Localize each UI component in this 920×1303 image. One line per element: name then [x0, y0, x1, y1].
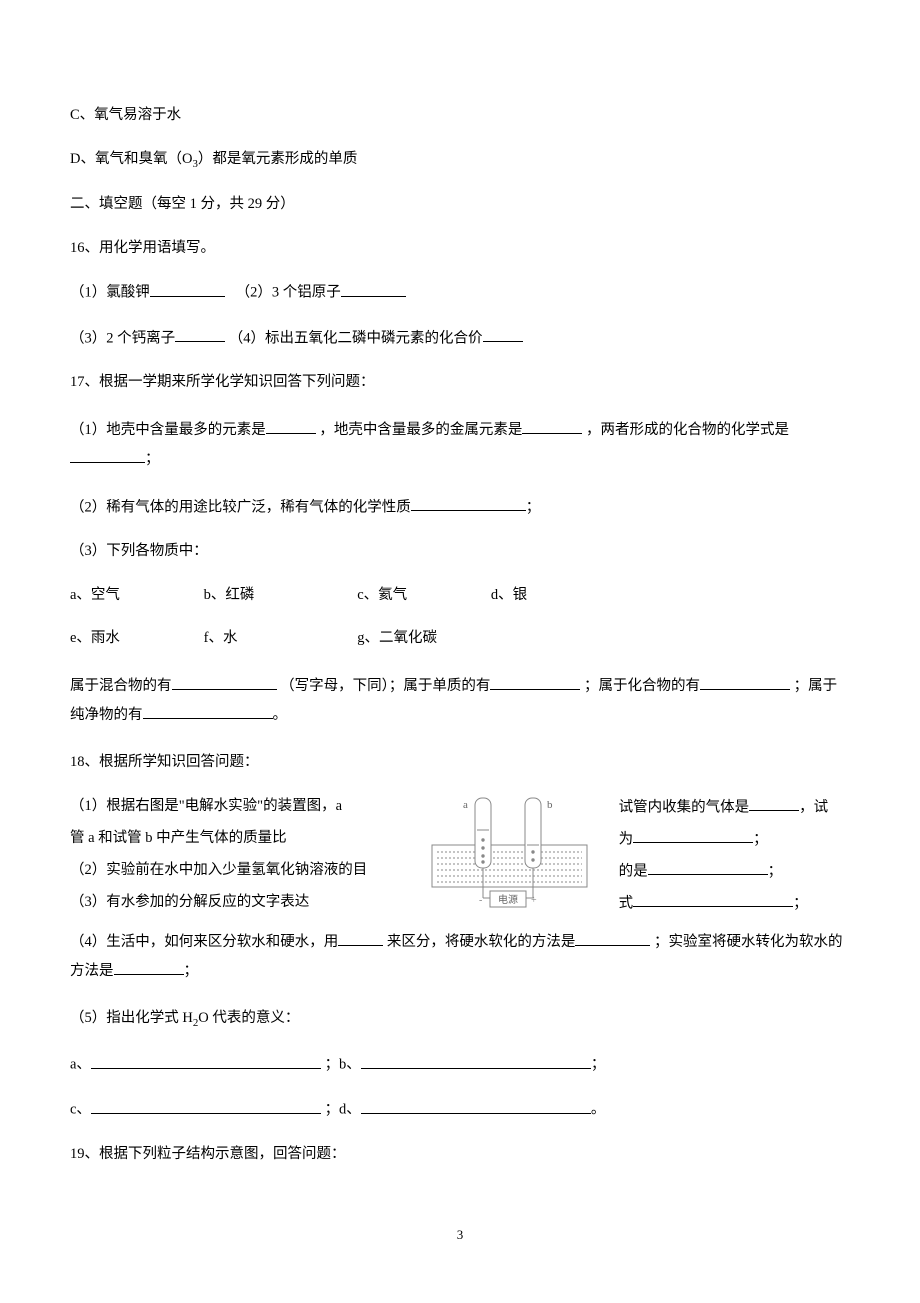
q17-options-row1: a、空气 b、红磷 c、氦气 d、银: [70, 585, 850, 607]
blank[interactable]: [172, 675, 277, 691]
svg-text:电源: 电源: [498, 893, 518, 906]
blank[interactable]: [114, 959, 184, 975]
blank[interactable]: [91, 1053, 321, 1069]
opt-f: f、水: [204, 628, 354, 650]
q18-1-right: 试管内收集的气体是，试: [619, 796, 839, 819]
blank[interactable]: [749, 796, 799, 812]
blank[interactable]: [266, 418, 316, 434]
svg-text:+: +: [531, 895, 537, 906]
blank[interactable]: [522, 418, 582, 434]
svg-text:b: b: [547, 799, 553, 811]
blank[interactable]: [411, 496, 526, 512]
opt-g: g、二氧化碳: [357, 628, 487, 650]
q19-stem: 19、根据下列粒子结构示意图，回答问题：: [70, 1144, 850, 1166]
blank[interactable]: [648, 860, 768, 876]
blank[interactable]: [175, 327, 225, 343]
opt-e: e、雨水: [70, 628, 200, 650]
opt-c: c、氦气: [357, 585, 487, 607]
q15-option-d: D、氧气和臭氧（O3）都是氧元素形成的单质: [70, 149, 850, 172]
blank[interactable]: [361, 1098, 591, 1114]
q18-2-left: （2）实验前在水中加入少量氢氧化钠溶液的目: [70, 860, 405, 882]
opt-a: a、空气: [70, 585, 200, 607]
q17-part-2: （2）稀有气体的用途比较广泛，稀有气体的化学性质；: [70, 496, 850, 519]
blank[interactable]: [91, 1098, 321, 1114]
blank[interactable]: [341, 281, 406, 297]
q18-wrap-block: a b 电源 - + （1）根据右图是"电解水实验"的装置图，a 试管内收集的气…: [70, 796, 850, 914]
q18-2-right: 的是；: [619, 860, 839, 883]
q18-3-right: 式；: [619, 892, 839, 915]
blank[interactable]: [490, 675, 580, 691]
q17-classify: 属于混合物的有 （写字母，下同）；属于单质的有 ；属于化合物的有 ；属于纯净物的…: [70, 672, 850, 730]
blank[interactable]: [483, 327, 523, 343]
page-number: 3: [70, 1225, 850, 1245]
q18-part-4: （4）生活中，如何来区分软水和硬水，用 来区分，将硬水软化的方法是 ；实验室将硬…: [70, 928, 850, 986]
opt-d: d、银: [491, 585, 571, 607]
blank[interactable]: [700, 675, 790, 691]
q18-stem: 18、根据所学知识回答问题：: [70, 752, 850, 774]
blank[interactable]: [150, 281, 225, 297]
q18-3-left: （3）有水参加的分解反应的文字表达: [70, 892, 405, 914]
q18-1-right2: 为；: [619, 828, 839, 851]
q17-part-1: （1）地壳中含量最多的元素是 ，地壳中含量最多的金属元素是 ，两者形成的化合物的…: [70, 416, 850, 474]
blank[interactable]: [361, 1053, 591, 1069]
q17-part-3-stem: （3）下列各物质中：: [70, 541, 850, 563]
q18-5-ab: a、 ；b、；: [70, 1053, 850, 1076]
q16-parts-3-4: （3）2 个钙离子 （4）标出五氧化二磷中磷元素的化合价: [70, 327, 850, 350]
blank[interactable]: [338, 930, 383, 946]
q18-part-5-stem: （5）指出化学式 H2O 代表的意义：: [70, 1008, 850, 1031]
q17-options-row2: e、雨水 f、水 g、二氧化碳: [70, 628, 850, 650]
svg-text:a: a: [463, 799, 468, 811]
q16-parts-1-2: （1）氯酸钾 （2）3 个铝原子: [70, 281, 850, 304]
q16-stem: 16、用化学用语填写。: [70, 238, 850, 260]
q17-stem: 17、根据一学期来所学化学知识回答下列问题：: [70, 372, 850, 394]
blank[interactable]: [143, 704, 273, 720]
electrolysis-figure: a b 电源 - +: [407, 790, 612, 920]
q18-1-left2: 管 a 和试管 b 中产生气体的质量比: [70, 828, 405, 850]
blank[interactable]: [575, 930, 650, 946]
blank[interactable]: [633, 828, 753, 844]
section-2-heading: 二、填空题（每空 1 分，共 29 分）: [70, 194, 850, 216]
blank[interactable]: [633, 892, 793, 908]
svg-text:-: -: [479, 895, 482, 906]
opt-b: b、红磷: [204, 585, 354, 607]
q15-option-c: C、氧气易溶于水: [70, 105, 850, 127]
blank[interactable]: [70, 447, 145, 463]
q18-5-cd: c、 ；d、。: [70, 1098, 850, 1121]
q18-1-left: （1）根据右图是"电解水实验"的装置图，a: [70, 796, 405, 818]
